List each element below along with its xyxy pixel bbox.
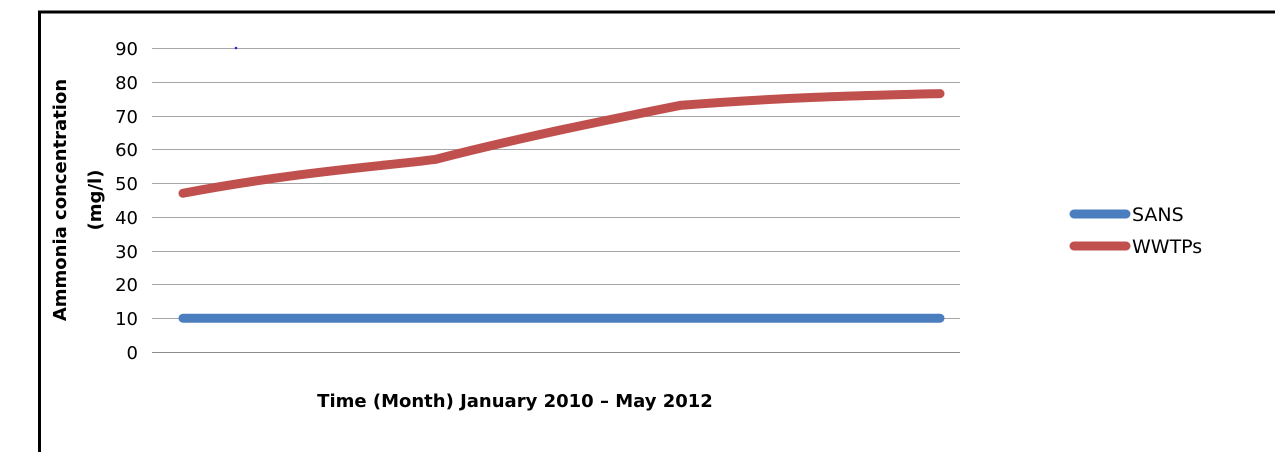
y-tick-label-10: 10	[115, 309, 138, 330]
series-layer	[178, 46, 945, 323]
y-tick-labels: 0 10 20 30 40 50 60 70 80 90	[115, 39, 138, 364]
y-tick-label-20: 20	[115, 275, 138, 296]
legend-label-wwtps: WWTPs	[1132, 236, 1202, 258]
y-tick-label-80: 80	[115, 73, 138, 94]
series-line-wwtps	[178, 89, 945, 198]
y-tick-label-90: 90	[115, 39, 138, 60]
gridlines	[152, 48, 960, 353]
legend-label-sans: SANS	[1132, 204, 1184, 226]
stray-marker-dot	[234, 46, 238, 50]
y-axis-title-line-1: Ammonia concentration	[50, 79, 71, 321]
y-axis-title-line-2: (mg/l)	[85, 170, 106, 231]
y-tick-label-60: 60	[115, 140, 138, 161]
legend: SANS WWTPs	[1069, 204, 1202, 258]
y-tick-label-50: 50	[115, 174, 138, 195]
y-tick-label-0: 0	[127, 343, 138, 364]
chart-frame	[38, 10, 1275, 452]
x-axis-title: Time (Month) January 2010 – May 2012	[317, 391, 713, 412]
y-tick-label-40: 40	[115, 208, 138, 229]
y-tick-label-70: 70	[115, 107, 138, 128]
y-tick-label-30: 30	[115, 242, 138, 263]
